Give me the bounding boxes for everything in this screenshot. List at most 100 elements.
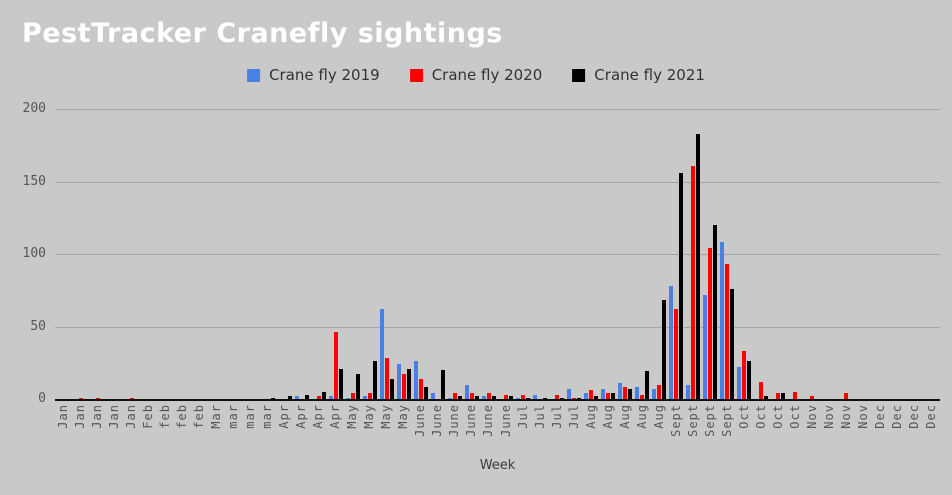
bar-group (344, 109, 361, 399)
bar (294, 396, 299, 399)
x-axis-label: Aug (651, 404, 666, 429)
legend-swatch-2020-icon (409, 68, 423, 82)
bar (640, 394, 645, 399)
x-axis-label: Jul (549, 404, 564, 429)
bar (457, 396, 462, 399)
bar (486, 393, 491, 399)
bar (844, 393, 849, 399)
x-axis-label: feb (158, 404, 173, 429)
bar-group (617, 109, 634, 399)
bar (338, 368, 343, 399)
x-axis-label: Oct (787, 404, 802, 429)
x-axis-label: Jan (56, 404, 70, 429)
bar (328, 396, 333, 399)
bar (560, 397, 565, 399)
x-axis-label: Nov (838, 404, 853, 429)
bar (708, 248, 713, 399)
x-axis-label: June (430, 404, 445, 437)
x-axis-label: Nov (821, 404, 836, 429)
bar (594, 396, 599, 399)
bar (78, 397, 83, 399)
bar (521, 394, 526, 399)
bar-group (566, 109, 583, 399)
bar (355, 374, 360, 399)
legend-item-2019: Crane fly 2019 (247, 66, 380, 84)
bar (389, 378, 394, 399)
bar (589, 390, 594, 399)
bar-group (55, 109, 72, 399)
x-axis-label: Sept (685, 404, 700, 437)
x-axis-label: Jan (124, 404, 139, 429)
bar (623, 387, 628, 399)
bar (555, 394, 560, 399)
x-axis-label: June (413, 404, 428, 437)
bar-group (89, 109, 106, 399)
legend-swatch-2019-icon (247, 68, 261, 82)
legend: Crane fly 2019 Crane fly 2020 Crane fly … (247, 66, 705, 84)
legend-label-2020: Crane fly 2020 (431, 66, 543, 84)
x-axis-label: Apr (311, 404, 326, 429)
gridline (55, 109, 940, 110)
x-axis-label: Jan (107, 404, 122, 429)
bar (686, 384, 691, 399)
bar (372, 361, 377, 399)
bar-group (361, 109, 378, 399)
bar (367, 393, 372, 399)
bar-group (872, 109, 889, 399)
bar (730, 288, 735, 399)
bar-group (293, 109, 310, 399)
x-axis-label: Apr (277, 404, 292, 429)
gridline (55, 254, 940, 255)
bar (720, 242, 725, 399)
bar-group (191, 109, 208, 399)
x-axis-label: Oct (753, 404, 768, 429)
bar-group (106, 109, 123, 399)
x-axis-label: Aug (617, 404, 632, 429)
bar (469, 393, 474, 399)
bar-group (378, 109, 395, 399)
x-axis-label: Jul (515, 404, 530, 429)
bar-group (770, 109, 787, 399)
x-axis-label: June (464, 404, 479, 437)
bar (304, 394, 309, 399)
bar-group (583, 109, 600, 399)
bar (430, 393, 435, 399)
chart-title: PestTracker Cranefly sightings (22, 18, 503, 49)
bar (129, 397, 134, 399)
x-axis-label: Sept (668, 404, 683, 437)
bar (679, 172, 684, 399)
bar (447, 397, 452, 399)
y-axis-tick: 150 (22, 173, 46, 189)
bar (406, 368, 411, 399)
bar (396, 364, 401, 399)
x-axis-label: Dec (889, 404, 904, 429)
bar-group (498, 109, 515, 399)
bar (601, 388, 606, 399)
bar-group (668, 109, 685, 399)
x-axis-label: June (447, 404, 462, 437)
bar (316, 396, 321, 399)
x-axis-label: Nov (804, 404, 819, 429)
bar (703, 294, 708, 399)
x-axis-label: Jul (532, 404, 547, 429)
bar-group (276, 109, 293, 399)
bar-group (821, 109, 838, 399)
x-axis-label: Jul (566, 404, 581, 429)
bar (504, 394, 508, 399)
x-axis-label: May (396, 404, 411, 429)
bar-group (804, 109, 821, 399)
x-axis-label: mar (226, 404, 241, 429)
bar (776, 393, 781, 399)
bar-group (719, 109, 736, 399)
x-axis-title: Week (479, 458, 516, 473)
x-axis-label: Sept (702, 404, 717, 437)
y-axis-tick: 200 (22, 101, 46, 116)
legend-label-2019: Crane fly 2019 (269, 66, 380, 84)
x-axis-label: Nov (855, 404, 870, 429)
y-axis-tick: 100 (22, 246, 46, 261)
bar (645, 371, 650, 399)
legend-swatch-2021-icon (572, 68, 586, 82)
bar (95, 397, 100, 399)
x-axis-label: Jan (73, 404, 88, 429)
